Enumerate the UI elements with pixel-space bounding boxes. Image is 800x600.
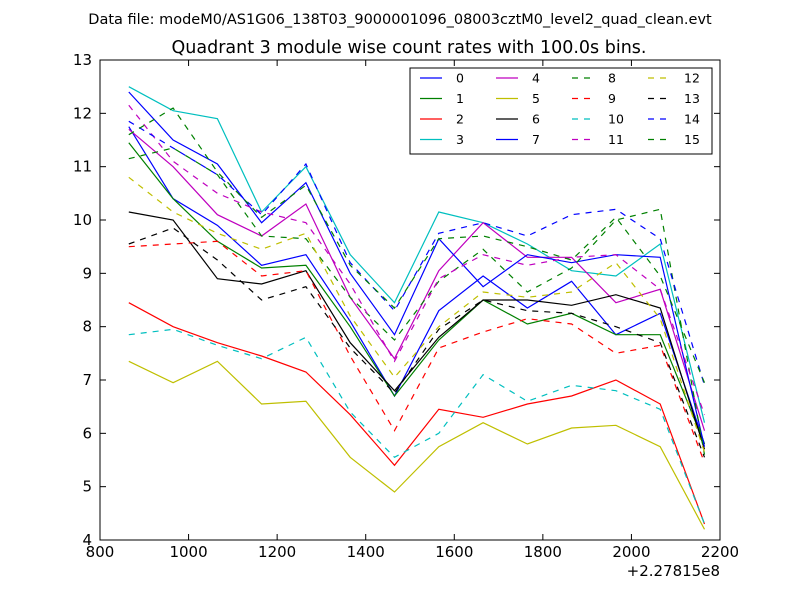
series-line-8 [128,147,706,455]
y-tick-label: 9 [82,264,92,282]
legend-label-15: 15 [684,132,700,147]
y-tick-label: 8 [82,318,92,336]
legend-label-14: 14 [684,112,700,127]
legend-label-4: 4 [532,71,540,86]
legend-label-13: 13 [684,91,700,106]
x-tick-label: 1000 [169,543,207,561]
legend-label-8: 8 [608,71,616,86]
legend-label-12: 12 [684,71,700,86]
series-line-7 [128,91,706,447]
y-tick-label: 4 [82,531,92,549]
series-line-0 [128,126,706,445]
y-tick-labels: 4 5 6 7 8 9 10 11 12 13 [73,51,92,549]
axis-ticks [99,59,721,541]
series-line-3 [128,86,706,423]
series-line-10 [128,328,706,525]
series-line-4 [128,128,706,431]
legend-label-1: 1 [456,91,464,106]
series-line-12 [128,176,706,453]
series-line-6 [128,211,706,450]
y-tick-label: 11 [73,158,92,176]
x-tick-label: 2000 [612,543,650,561]
y-tick-label: 10 [73,211,92,229]
legend-label-0: 0 [456,71,464,86]
x-tick-label: 1400 [347,543,385,561]
x-tick-label: 2200 [701,543,739,561]
x-tick-label: 1800 [524,543,562,561]
series-line-13 [128,227,706,458]
legend-label-5: 5 [532,91,540,106]
legend-label-3: 3 [456,132,464,147]
legend-label-6: 6 [532,112,540,127]
y-tick-label: 13 [73,51,92,69]
series-line-5 [128,360,706,530]
series-line-2 [128,302,706,525]
legend-label-2: 2 [456,112,464,127]
x-tick-label: 1200 [258,543,296,561]
legend-label-11: 11 [608,132,624,147]
chart-title: Quadrant 3 module wise count rates with … [172,38,647,58]
series-line-1 [128,142,706,445]
y-tick-label: 12 [73,104,92,122]
x-axis-offset-label: +2.27815e8 [627,562,720,580]
figure-suptitle: Data file: modeM0/AS1G06_138T03_90000010… [88,12,712,28]
series-line-14 [128,120,706,386]
series-line-11 [128,104,706,415]
series-line-9 [128,240,706,463]
legend-label-10: 10 [608,112,624,127]
x-tick-label: 1600 [435,543,473,561]
x-tick-labels: 800 1000 1200 1400 1600 1800 2000 2200 [86,543,739,561]
legend-label-7: 7 [532,132,540,147]
plot-lines [128,86,706,530]
plot-frame [99,59,721,541]
y-tick-label: 6 [82,424,92,442]
legend-label-9: 9 [608,91,616,106]
y-tick-label: 7 [82,371,92,389]
y-tick-label: 5 [82,478,92,496]
x-tick-label: 800 [86,543,115,561]
